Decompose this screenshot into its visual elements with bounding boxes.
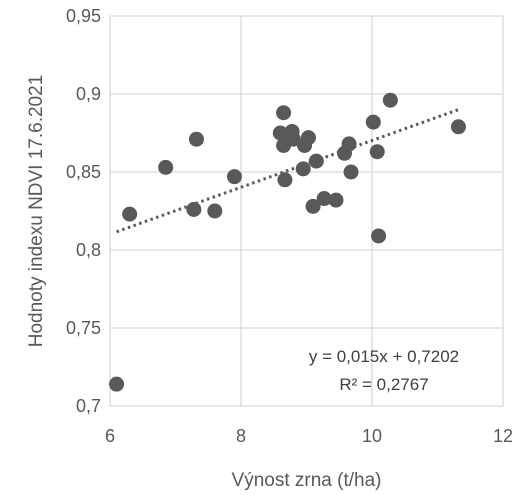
trendline (116, 107, 461, 234)
y-tick-label: 0,8 (76, 240, 101, 260)
y-tick-label: 0,7 (76, 396, 101, 416)
data-point (365, 114, 381, 130)
y-tick-label: 0,75 (66, 318, 101, 338)
data-point (276, 105, 292, 121)
data-point (186, 201, 202, 217)
data-point (122, 206, 138, 222)
data-point (382, 92, 398, 108)
y-tick-label: 0,85 (66, 162, 101, 182)
data-point (305, 198, 321, 214)
data-point (316, 191, 332, 207)
data-point (285, 131, 301, 147)
data-point (341, 136, 357, 152)
y-tick-labels: 0,7 0,75 0,8 0,85 0,9 0,95 (66, 6, 101, 416)
data-point (371, 228, 387, 244)
data-point (300, 130, 316, 146)
grid (109, 15, 504, 407)
x-tick-label: 10 (362, 426, 382, 446)
x-tick-labels: 6 8 10 12 (105, 426, 513, 446)
data-point (450, 119, 466, 135)
x-tick-label: 6 (105, 426, 115, 446)
data-point (207, 203, 223, 219)
trendline-equation: y = 0,015x + 0,7202 (309, 347, 459, 366)
y-tick-label: 0,9 (76, 84, 101, 104)
x-axis-title: Výnost zrna (t/ha) (232, 470, 382, 491)
data-point (272, 125, 288, 141)
data-point (328, 192, 344, 208)
data-point (109, 376, 125, 392)
data-point (188, 131, 204, 147)
r-squared-label: R² = 0,2767 (339, 375, 428, 394)
x-tick-label: 12 (493, 426, 513, 446)
data-point (295, 161, 311, 177)
data-point (343, 164, 359, 180)
data-point (226, 169, 242, 185)
y-tick-label: 0,95 (66, 6, 101, 26)
data-point (369, 144, 385, 160)
data-point (277, 172, 293, 188)
data-points (109, 92, 466, 392)
y-axis-title: Hodnoty indexu NDVI 17.6.2021 (26, 75, 47, 348)
x-tick-label: 8 (236, 426, 246, 446)
data-point (158, 159, 174, 175)
